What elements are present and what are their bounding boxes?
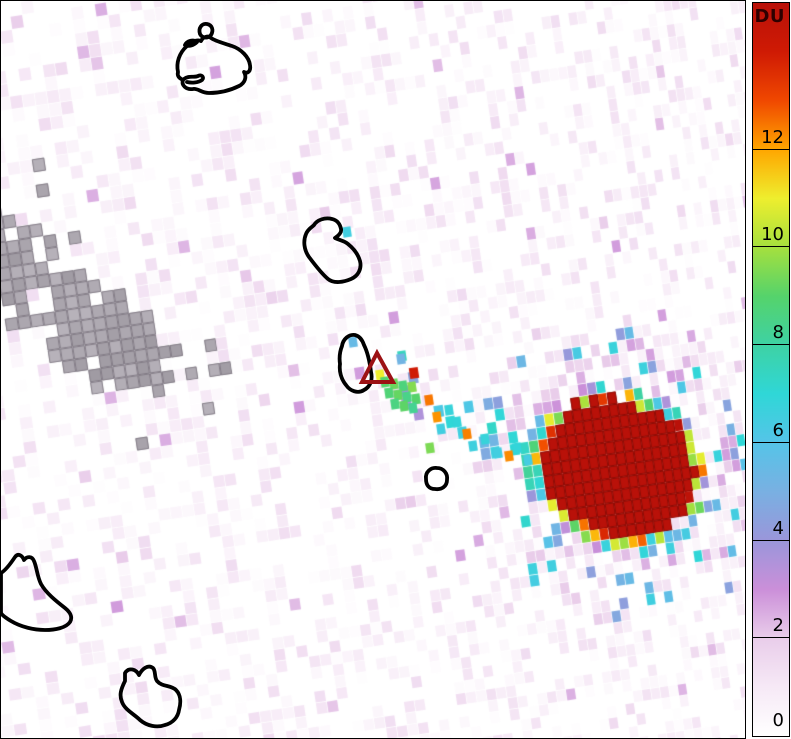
colorbar-tick-line [753, 246, 789, 248]
colorbar-title: DU [754, 6, 785, 27]
colorbar: DU 0 2 4 6 8 10 12 [752, 2, 790, 737]
colorbar-tick-line [753, 148, 789, 150]
map-panel [0, 0, 746, 739]
colorbar-tick-line [753, 344, 789, 346]
colorbar-tick-line [753, 441, 789, 443]
colorbar-tick-label: 8 [772, 322, 784, 344]
colorbar-tick-label: 12 [761, 126, 784, 148]
colorbar-tick-label: 2 [772, 615, 784, 637]
colorbar-tick-label: 6 [772, 419, 784, 441]
colorbar-tick-label: 0 [772, 710, 784, 731]
colorbar-tick-label: 10 [761, 224, 784, 246]
colorbar-tick-line [753, 637, 789, 639]
so2-pixel-field [1, 1, 745, 738]
colorbar-tick-label: 4 [772, 517, 784, 539]
colorbar-tick-line [753, 539, 789, 541]
colorbar-gradient [753, 3, 789, 736]
